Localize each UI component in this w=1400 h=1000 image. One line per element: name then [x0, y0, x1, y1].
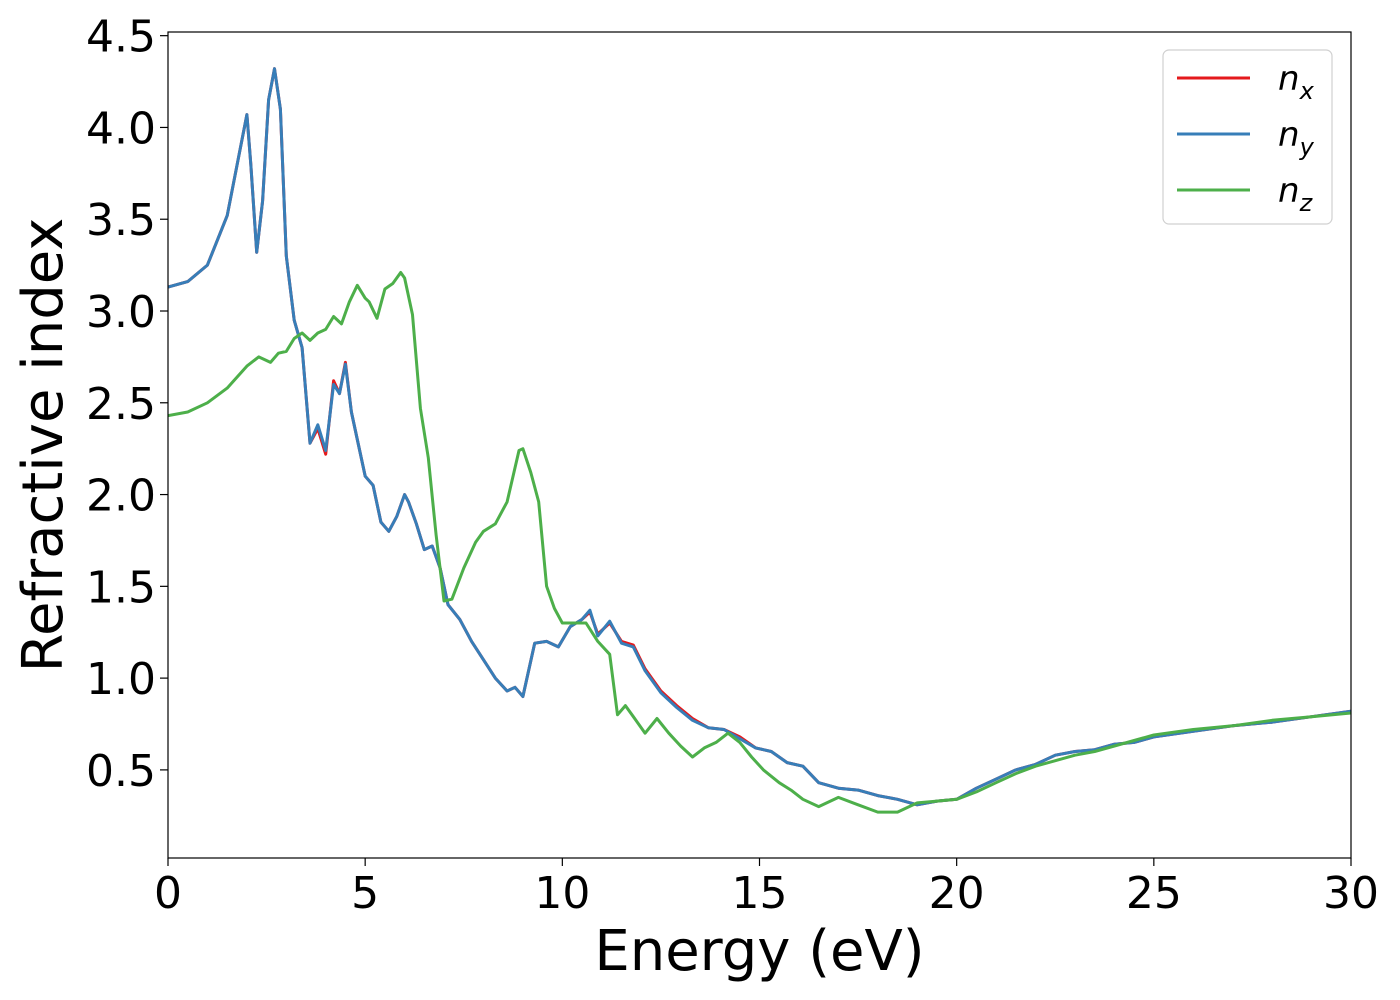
legend-entry-n-x: nx: [1278, 59, 1315, 105]
y-tick-label: 1.0: [86, 654, 156, 705]
x-tick-label: 20: [929, 868, 985, 919]
x-tick-label: 25: [1126, 868, 1182, 919]
x-tick-label: 10: [534, 868, 590, 919]
y-axis-title: Refractive index: [11, 218, 76, 673]
y-tick-label: 2.5: [86, 379, 156, 430]
legend-entry-n-z: nz: [1278, 171, 1314, 217]
series-line-n-z: [168, 271, 1351, 814]
x-tick-label: 30: [1323, 868, 1379, 919]
legend-label-base: n: [1278, 171, 1300, 211]
x-axis-title: Energy (eV): [594, 919, 924, 984]
x-tick-label: 0: [154, 868, 182, 919]
x-tick-label: 5: [351, 868, 379, 919]
y-tick-label: 4.5: [86, 12, 156, 63]
series-line-n-y: [168, 67, 1351, 807]
x-axis: 0 5 10 15 20 25 30: [154, 858, 1379, 919]
x-tick-label: 15: [732, 868, 788, 919]
legend-label-base: n: [1278, 115, 1300, 155]
y-tick-label: 1.5: [86, 562, 156, 613]
series-lines: [168, 67, 1351, 814]
legend-label-subscript: y: [1299, 133, 1315, 161]
legend-box: [1162, 49, 1333, 225]
y-tick-label: 0.5: [86, 746, 156, 797]
y-tick-label: 2.0: [86, 471, 156, 522]
y-axis: 0.5 1.0 1.5 2.0 2.5 3.0 3.5 4.0 4.5: [86, 12, 168, 797]
legend-label-subscript: x: [1299, 77, 1315, 105]
y-tick-label: 4.0: [86, 103, 156, 154]
y-tick-label: 3.0: [86, 287, 156, 338]
y-tick-label: 3.5: [86, 195, 156, 246]
legend-label-base: n: [1278, 59, 1300, 99]
legend-label-subscript: z: [1299, 189, 1314, 217]
legend-entry-n-y: ny: [1278, 115, 1315, 161]
